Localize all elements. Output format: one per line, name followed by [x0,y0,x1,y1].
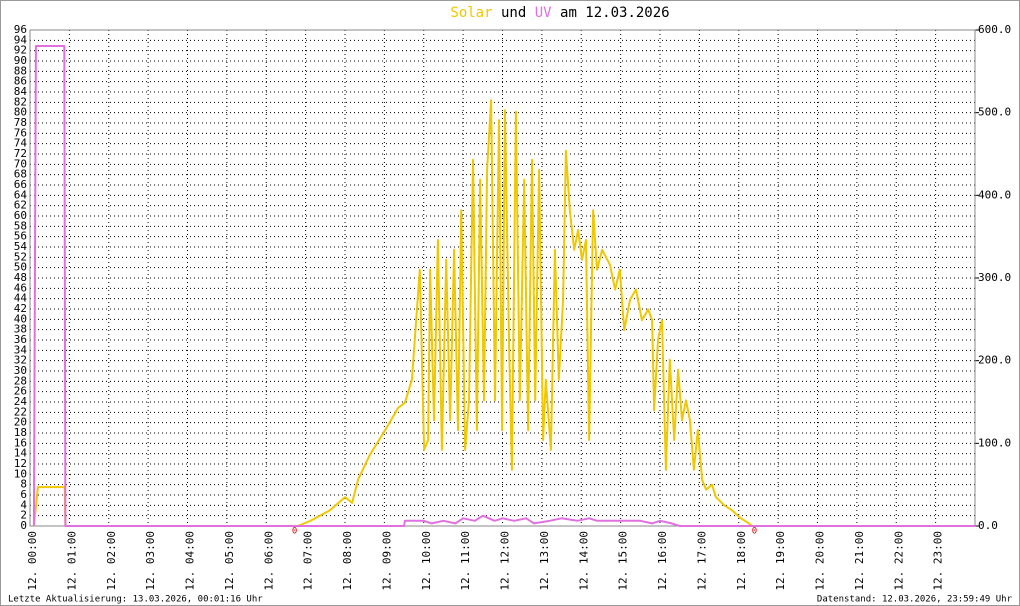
y2-tick-label: 100.0 [978,436,1011,449]
y2-tick-label: 200.0 [978,354,1011,367]
y2-tick-label: 600.0 [978,23,1011,36]
y-tick-label: 78 [14,116,27,129]
y-tick-label: 12 [14,457,27,470]
x-tick-label: 12. 10:00 [420,531,433,591]
y-tick-label: 2 [20,509,27,522]
y-tick-label: 92 [14,44,27,57]
y-tick-label: 6 [20,488,27,501]
title-suffix: am 12.03.2026 [560,5,670,21]
y-tick-label: 20 [14,416,27,429]
x-tick-label: 12. 07:00 [302,531,315,591]
x-tick-label: 12. 02:00 [105,531,118,591]
y-tick-label: 52 [14,250,27,263]
annotation: 0 [752,527,757,537]
y-tick-label: 54 [14,240,28,253]
y-tick-label: 42 [14,302,27,315]
y-tick-label: 24 [14,395,28,408]
y-tick-label: 88 [14,64,27,77]
x-tick-label: 12. 00:00 [26,531,39,591]
x-tick-label: 12. 08:00 [341,531,354,591]
chart-title: Solar und UV am 12.03.2026 [450,5,669,21]
y2-tick-label: 400.0 [978,188,1011,201]
x-tick-label: 12. 01:00 [65,531,78,591]
x-tick-label: 12. 11:00 [459,531,472,591]
y-tick-label: 76 [14,126,27,139]
x-tick-label: 12. 20:00 [814,531,827,591]
series-line [32,99,975,527]
legend-solar: Solar [450,5,492,21]
y-tick-label: 4 [20,498,27,511]
x-tick-label: 12. 03:00 [144,531,157,591]
y-tick-label: 60 [14,209,27,222]
y-tick-label: 14 [14,447,28,460]
y-tick-label: 30 [14,364,27,377]
y-tick-label: 10 [14,467,27,480]
x-tick-label: 12. 23:00 [932,531,945,591]
title-connector: und [501,5,526,21]
x-tick-label: 12. 15:00 [617,531,630,591]
plot-frame [29,29,976,527]
x-tick-label: 12. 13:00 [538,531,551,591]
y-tick-label: 82 [14,95,27,108]
y-tick-label: 90 [14,54,27,67]
x-tick-label: 12. 16:00 [656,531,669,591]
y-tick-label: 28 [14,374,27,387]
y-tick-label: 66 [14,178,27,191]
y-tick-label: 80 [14,106,27,119]
y-tick-label: 18 [14,426,27,439]
y2-tick-label: 300.0 [978,271,1011,284]
y2-tick-label: 0.0 [978,519,998,532]
y-tick-label: 70 [14,157,27,170]
x-tick-label: 12. 17:00 [695,531,708,591]
x-tick-label: 12. 09:00 [380,531,393,591]
y-tick-label: 32 [14,354,27,367]
footer-left: Letzte Aktualisierung: 13.03.2026, 00:01… [8,595,263,605]
y-tick-label: 56 [14,230,27,243]
y-tick-label: 72 [14,147,27,160]
y-tick-label: 46 [14,281,27,294]
x-tick-label: 12. 19:00 [774,531,787,591]
x-tick-label: 12. 05:00 [223,531,236,591]
y-tick-label: 94 [14,33,28,46]
y-tick-label: 84 [14,85,28,98]
y-tick-label: 58 [14,219,27,232]
y-tick-label: 40 [14,312,27,325]
y-tick-label: 96 [14,23,27,36]
y-tick-label: 16 [14,436,27,449]
legend-uv: UV [535,5,552,21]
y-tick-label: 62 [14,199,27,212]
y-tick-label: 68 [14,168,27,181]
x-tick-label: 12. 18:00 [735,531,748,591]
x-tick-label: 12. 22:00 [892,531,905,591]
x-tick-label: 12. 12:00 [499,531,512,591]
y-tick-label: 26 [14,385,27,398]
y-tick-label: 48 [14,271,27,284]
y-tick-label: 74 [14,137,28,150]
y-tick-label: 8 [20,478,27,491]
y-tick-label: 0 [20,519,27,532]
x-tick-label: 12. 21:00 [853,531,866,591]
series-line [32,45,975,527]
y-tick-label: 34 [14,343,28,356]
y-tick-label: 50 [14,261,27,274]
x-tick-label: 12. 04:00 [184,531,197,591]
y-tick-label: 38 [14,323,27,336]
y-tick-label: 36 [14,333,27,346]
annotation: 0 [292,527,297,537]
footer-right: Datenstand: 12.03.2026, 23:59:49 Uhr [817,595,1013,605]
y-tick-label: 64 [14,188,28,201]
y2-tick-label: 500.0 [978,106,1011,119]
x-tick-label: 12. 06:00 [262,531,275,591]
y-tick-label: 44 [14,292,28,305]
x-tick-label: 12. 14:00 [577,531,590,591]
y-tick-label: 86 [14,75,27,88]
y-tick-label: 22 [14,405,27,418]
